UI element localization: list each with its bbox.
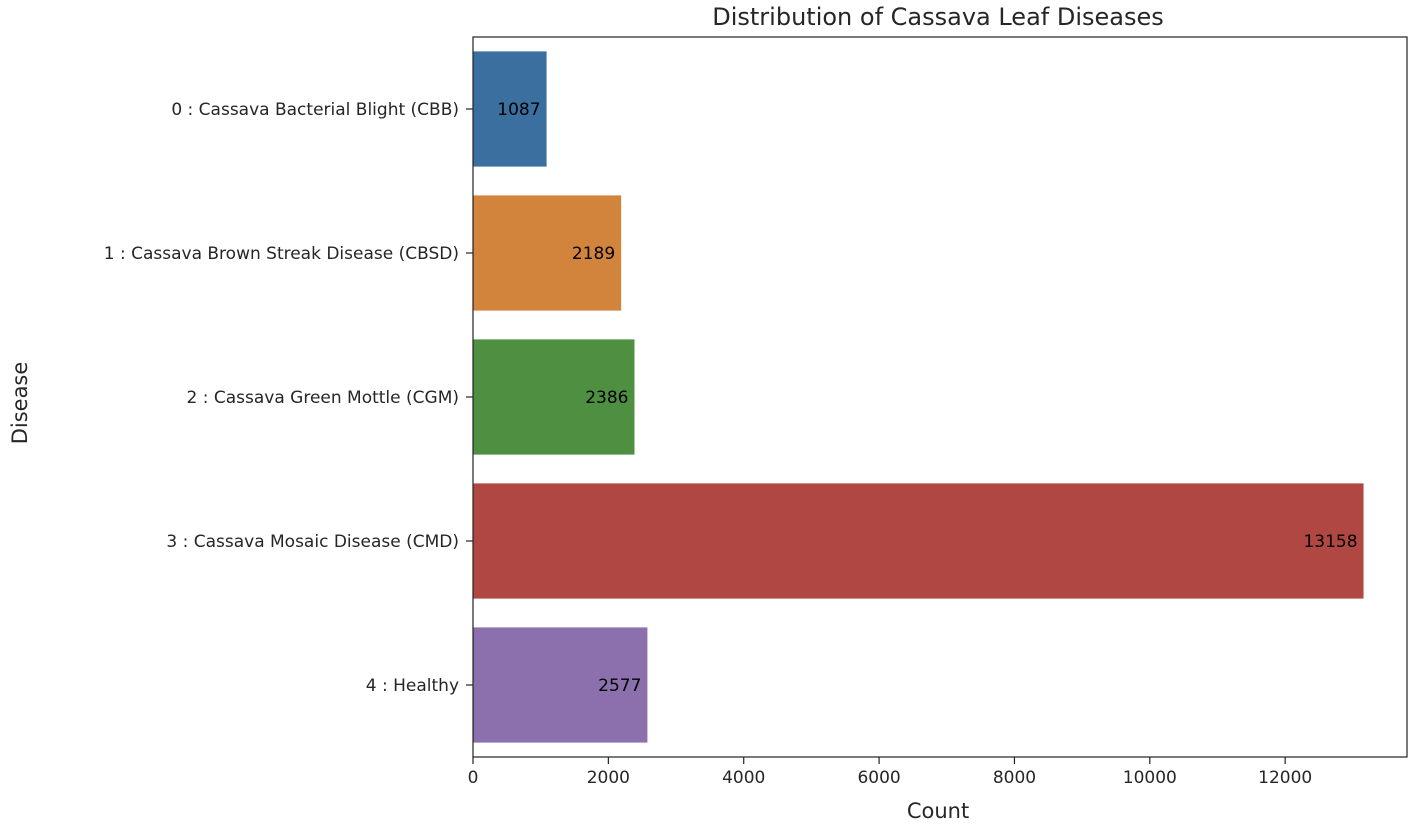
y-tick-label-4-healthy: 4 : Healthy [366,676,459,696]
x-tick-label-6: 12000 [1258,768,1312,788]
chart-title: Distribution of Cassava Leaf Diseases [712,3,1164,31]
bar-value-label-3: 13158 [1303,532,1357,552]
x-tick-label-4: 8000 [993,768,1036,788]
y-tick-label-1-cassava-brown-streak-disease-cbsd: 1 : Cassava Brown Streak Disease (CBSD) [104,244,459,264]
x-tick-label-0: 0 [468,768,479,788]
y-tick-label-0-cassava-bacterial-blight-cbb: 0 : Cassava Bacterial Blight (CBB) [171,100,459,120]
y-axis-label: Disease [8,362,32,445]
bar-labels-layer: 1087 2189 2386 13158 2577 [497,100,1357,696]
y-tick-label-2-cassava-green-mottle-cgm: 2 : Cassava Green Mottle (CGM) [187,388,460,408]
x-tick-label-2: 4000 [722,768,765,788]
x-ticks-layer: 0 2000 4000 6000 8000 10000 12000 [468,757,1312,788]
bar-4 [473,627,648,743]
bar-3 [473,483,1364,599]
x-tick-label-1: 2000 [587,768,630,788]
bars-layer [473,51,1364,743]
x-tick-label-5: 10000 [1123,768,1177,788]
x-tick-label-3: 6000 [857,768,900,788]
bar-value-label-1: 2189 [572,244,615,264]
y-ticks-layer: 0 : Cassava Bacterial Blight (CBB) 1 : Ca… [104,100,473,696]
x-axis-label: Count [907,799,969,823]
bar-2 [473,339,635,455]
y-tick-label-3-cassava-mosaic-disease-cmd: 3 : Cassava Mosaic Disease (CMD) [166,532,459,552]
bar-value-label-4: 2577 [598,676,641,696]
bar-value-label-2: 2386 [585,388,628,408]
bar-value-label-0: 1087 [497,100,540,120]
bar-0 [473,51,547,167]
bar-1 [473,195,622,311]
